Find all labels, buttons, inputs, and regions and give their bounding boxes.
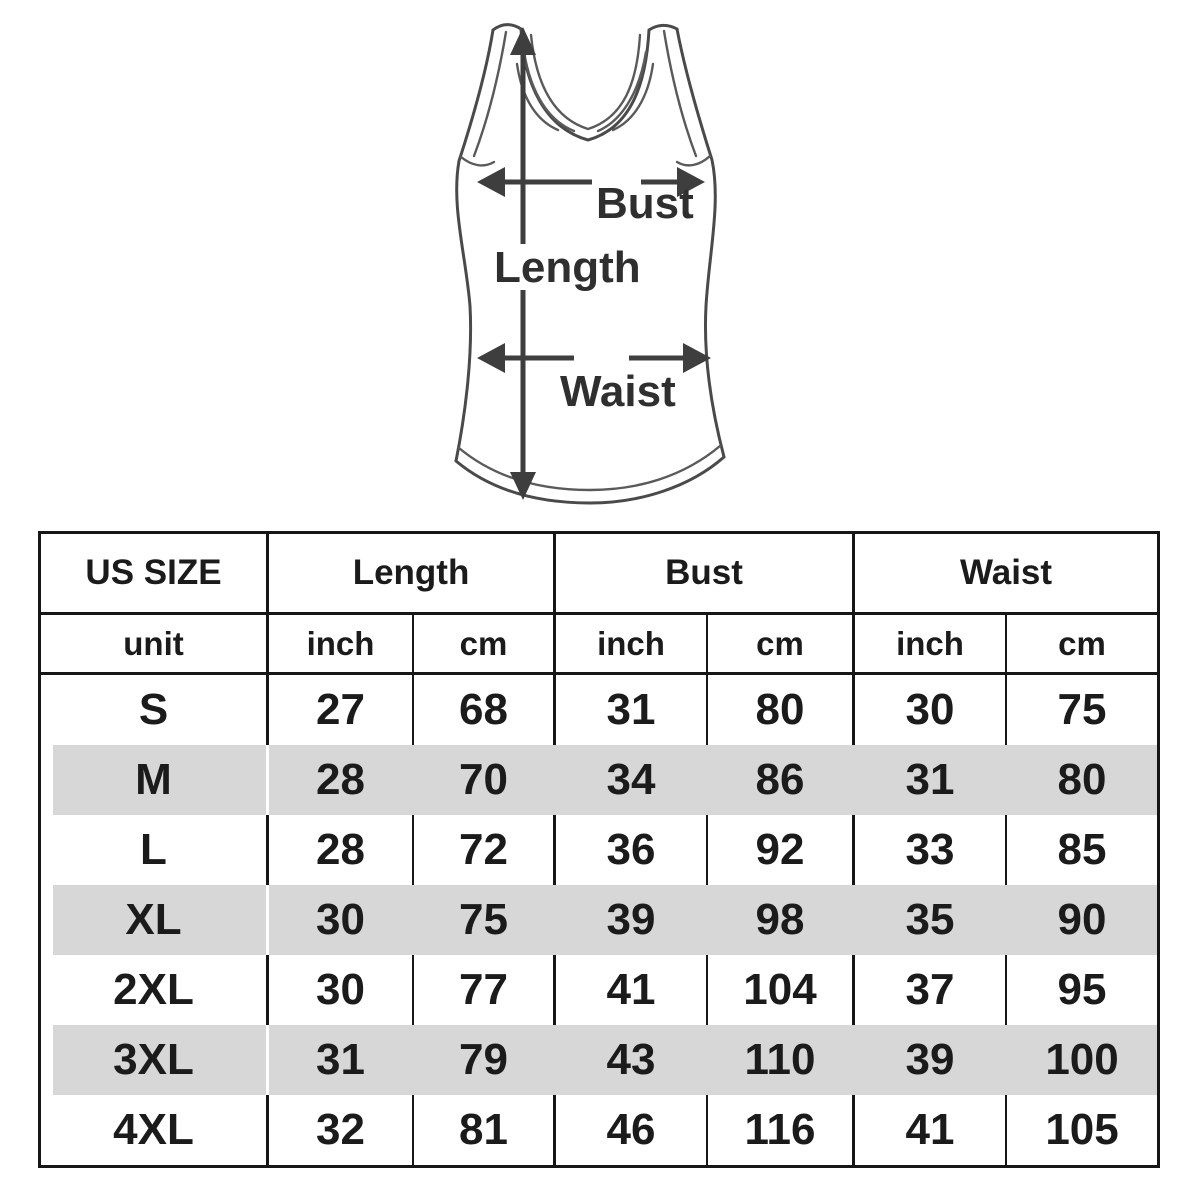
- value-cell: 79: [414, 1025, 557, 1095]
- size-label-cell: 3XL: [41, 1025, 269, 1095]
- value-cell: 68: [414, 675, 557, 745]
- value-cell: 31: [269, 1025, 414, 1095]
- bust-cm-header: cm: [708, 615, 856, 675]
- length-group-header: Length: [269, 534, 557, 615]
- value-cell: 30: [855, 675, 1008, 745]
- size-row-xl: XL 30 75 39 98 35 90: [41, 885, 1158, 955]
- size-row-4xl: 4XL 32 81 46 116 41 105: [41, 1095, 1157, 1165]
- value-cell: 30: [269, 885, 414, 955]
- value-cell: 31: [855, 745, 1008, 815]
- us-size-header: US SIZE: [41, 534, 269, 615]
- unit-header-row: unit inch cm inch cm inch cm: [41, 615, 1158, 675]
- size-row-2xl: 2XL 30 77 41 104 37 95: [41, 955, 1157, 1025]
- value-cell: 43: [556, 1025, 709, 1095]
- size-label-cell: M: [41, 745, 269, 815]
- bust-inch-header: inch: [556, 615, 709, 675]
- value-cell: 116: [708, 1095, 856, 1165]
- value-cell: 85: [1057, 825, 1107, 874]
- value-cell: 75: [414, 885, 557, 955]
- group-header-row: US SIZE Length Bust Waist: [41, 534, 1158, 615]
- garment-diagram: Bust Length Waist: [454, 23, 726, 505]
- value-cell: 37: [855, 955, 1008, 1025]
- value-cell: 90: [1007, 885, 1158, 955]
- size-label-cell: S: [41, 675, 269, 745]
- value-cell: 31: [556, 675, 709, 745]
- value-cell: 80: [708, 675, 856, 745]
- arrowhead-right: [683, 343, 711, 373]
- arrowhead-down: [510, 472, 536, 500]
- value-cell: 41: [855, 1095, 1008, 1165]
- arrowhead-right: [677, 167, 705, 197]
- size-label-cell: 4XL: [41, 1095, 269, 1165]
- bust-arrow: [477, 167, 705, 197]
- bust-label: Bust: [596, 179, 694, 228]
- arrowhead-left: [477, 167, 505, 197]
- waist-arrow: [477, 343, 711, 373]
- tank-top-outline: [454, 23, 726, 505]
- waist-label: Waist: [560, 367, 676, 416]
- value-cell: 35: [855, 885, 1008, 955]
- value-cell: 77: [414, 955, 557, 1025]
- value-cell: 105: [1045, 1105, 1119, 1154]
- value-cell: 95: [1057, 965, 1107, 1014]
- size-row-l: L 28 72 36 92 33 85: [41, 815, 1157, 885]
- length-inch-header: inch: [269, 615, 414, 675]
- hem-trim: [457, 444, 722, 492]
- length-cm-header: cm: [414, 615, 557, 675]
- value-cell: 36: [556, 815, 709, 885]
- length-arrow: [510, 27, 536, 500]
- value-cell: 86: [708, 745, 856, 815]
- arrowhead-left: [477, 343, 505, 373]
- value-cell: 30: [269, 955, 414, 1025]
- arrowhead-up: [510, 27, 536, 55]
- size-row-s: S 27 68 31 80 30 75: [41, 675, 1157, 745]
- value-cell: 34: [556, 745, 709, 815]
- value-cell: 98: [708, 885, 856, 955]
- waist-inch-header: inch: [855, 615, 1008, 675]
- value-cell: 39: [556, 885, 709, 955]
- value-cell: 28: [269, 815, 414, 885]
- value-cell: 80: [1007, 745, 1158, 815]
- value-cell: 110: [708, 1025, 856, 1095]
- size-row-3xl: 3XL 31 79 43 110 39 100: [41, 1025, 1158, 1095]
- value-cell: 92: [708, 815, 856, 885]
- size-label-cell: XL: [41, 885, 269, 955]
- racerback-curve: [522, 50, 576, 133]
- value-cell: 27: [269, 675, 414, 745]
- value-cell: 39: [855, 1025, 1008, 1095]
- value-cell: 41: [556, 955, 709, 1025]
- size-table: US SIZE Length Bust Waist unit inch cm i…: [38, 531, 1161, 1168]
- value-cell: 46: [556, 1095, 709, 1165]
- value-cell: 75: [1057, 685, 1107, 734]
- value-cell: 81: [414, 1095, 557, 1165]
- value-cell: 100: [1007, 1025, 1158, 1095]
- value-cell: 33: [855, 815, 1008, 885]
- unit-header: unit: [41, 615, 269, 675]
- waist-group-header: Waist: [855, 534, 1158, 615]
- size-label-cell: L: [41, 815, 269, 885]
- bust-group-header: Bust: [556, 534, 856, 615]
- size-table-body: S 27 68 31 80 30 75 M 28 70 34 86 31 80 L 28 72 36 92 33 85 X…: [41, 675, 1158, 1165]
- length-label: Length: [494, 243, 641, 292]
- value-cell: 104: [708, 955, 856, 1025]
- waist-cm-header: cm: [1007, 615, 1158, 675]
- size-label-cell: 2XL: [41, 955, 269, 1025]
- value-cell: 70: [414, 745, 557, 815]
- value-cell: 28: [269, 745, 414, 815]
- value-cell: 32: [269, 1095, 414, 1165]
- size-row-m: M 28 70 34 86 31 80: [41, 745, 1158, 815]
- value-cell: 72: [414, 815, 557, 885]
